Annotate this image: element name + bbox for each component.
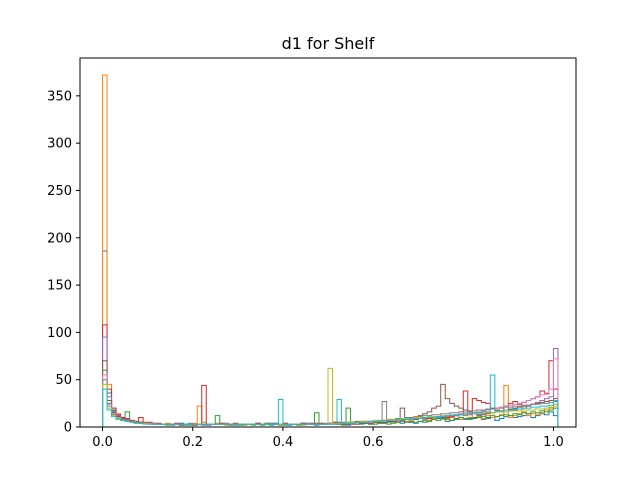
x-tick-label: 0.4	[273, 435, 294, 450]
series-layer	[102, 74, 559, 427]
histogram-series-7	[102, 358, 559, 427]
chart-title: d1 for Shelf	[282, 34, 375, 53]
y-tick-label: 300	[47, 137, 72, 152]
y-tick-label: 100	[47, 326, 72, 341]
y-tick-label: 350	[47, 89, 72, 104]
x-tick-label: 0.2	[182, 435, 203, 450]
x-axis: 0.0 0.2 0.4 0.6 0.8 1.0	[92, 427, 564, 450]
histogram-series-2	[102, 74, 559, 427]
x-tick-label: 0.6	[363, 435, 384, 450]
y-axis: 0 50 100 150 200 250 300 350	[47, 89, 80, 436]
y-tick-label: 50	[55, 373, 72, 388]
y-tick-label: 0	[64, 421, 72, 436]
plot-frame	[79, 57, 577, 428]
histogram-series-10	[102, 374, 559, 427]
x-tick-label: 0.8	[453, 435, 474, 450]
x-tick-label: 1.0	[543, 435, 564, 450]
histogram-series-1	[102, 250, 559, 427]
x-tick-label: 0.0	[92, 435, 113, 450]
y-tick-label: 200	[47, 231, 72, 246]
y-tick-label: 150	[47, 279, 72, 294]
y-tick-label: 250	[47, 184, 72, 199]
